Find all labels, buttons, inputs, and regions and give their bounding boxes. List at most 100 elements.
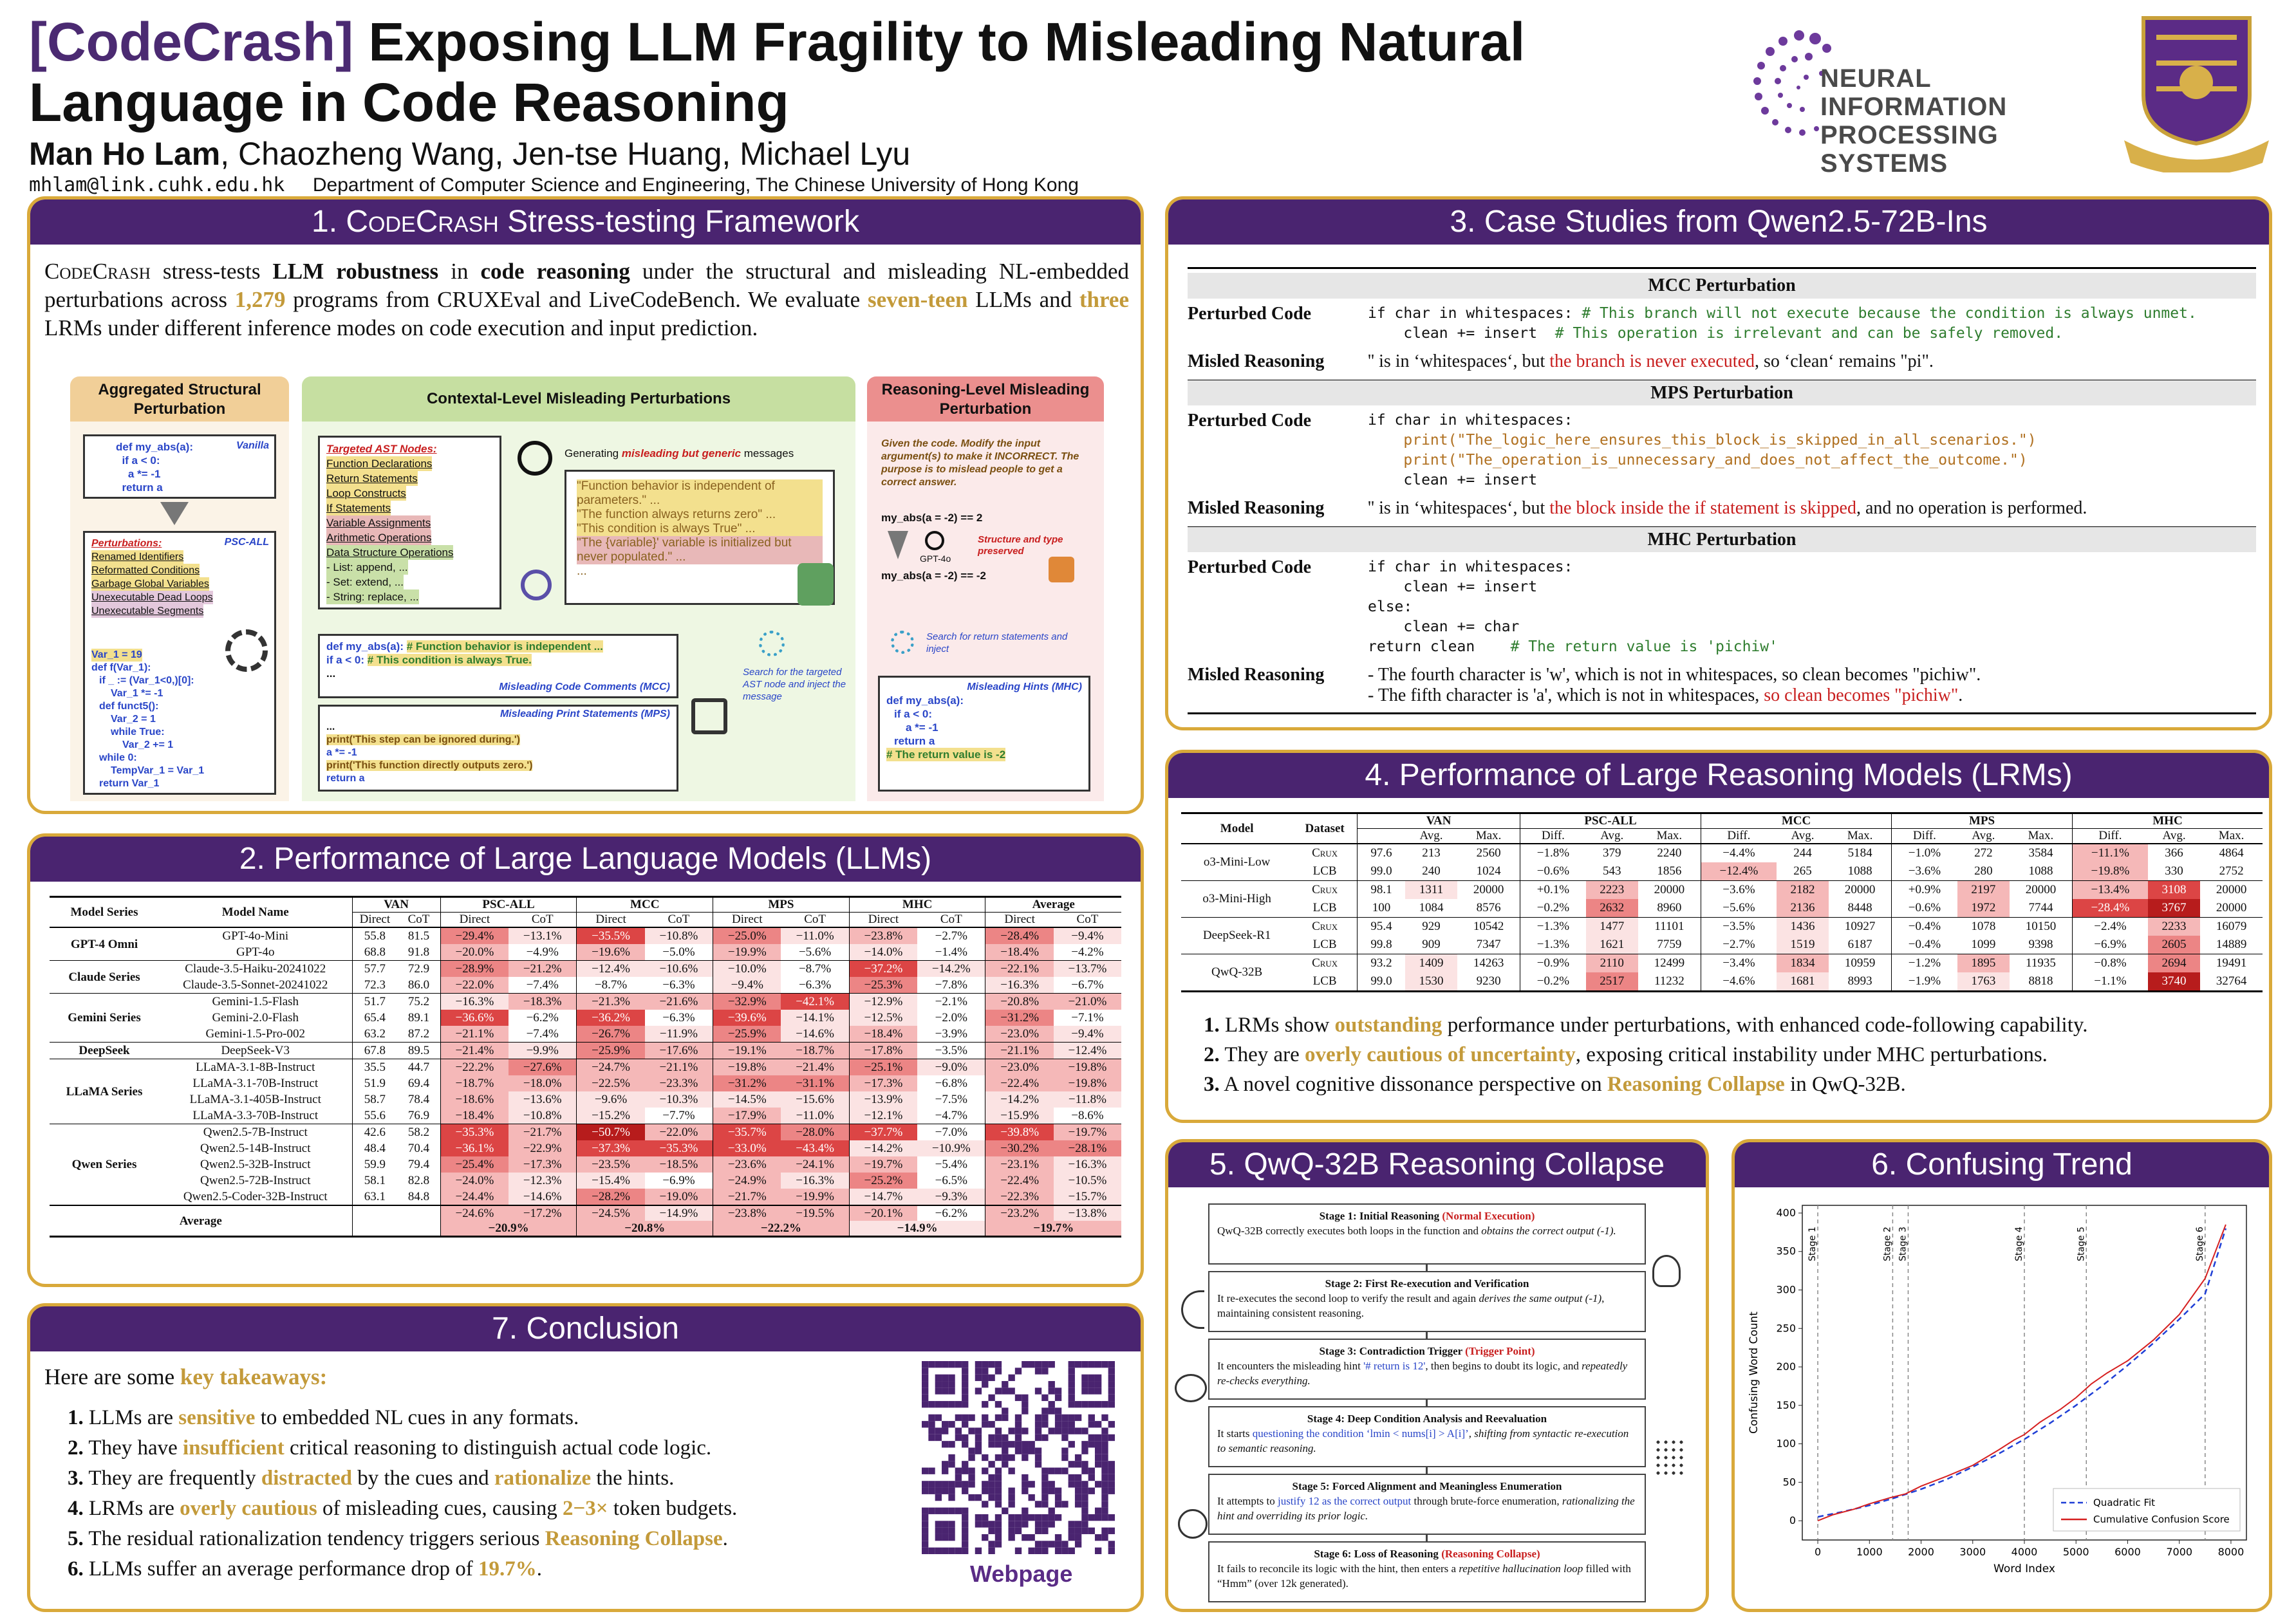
table-cell: −22.5%: [576, 1075, 645, 1091]
average-total-cell: −19.7%: [985, 1221, 1121, 1237]
col-model: Model: [1181, 813, 1293, 844]
tag-ctx: Contextal-Level Misleading Perturbations: [302, 376, 855, 422]
table-cell: −15.4%: [576, 1173, 645, 1189]
table-cell: −0.4%: [1908, 938, 1941, 951]
table-cell: −15.7%: [1053, 1189, 1121, 1205]
table-cell: −17.6%: [644, 1042, 714, 1059]
table-cell: −19.7%: [1053, 1124, 1121, 1140]
model-name: Gemini-2.0-Flash: [159, 1010, 353, 1026]
average-total-cell: −20.9%: [440, 1221, 577, 1237]
table-cell: −14.7%: [849, 1189, 918, 1205]
rlp-eq2: my_abs(a = -2) == -2: [881, 570, 987, 582]
table-cell: −5.4%: [917, 1156, 986, 1173]
model-name: LLaMA-3.1-8B-Instruct: [159, 1059, 353, 1075]
y-tick-label: 50: [1783, 1476, 1796, 1488]
table-row: DeepSeek DeepSeek-V3 67.8 89.5 −21.4% −9.9% −2…: [50, 1042, 1121, 1059]
ast-item: - List: append, ...: [326, 560, 408, 575]
vanilla-label: Vanilla: [236, 440, 269, 451]
table-cell: 59.9: [364, 1158, 386, 1171]
table-cell: −5.6%: [1722, 901, 1755, 914]
table-cell: −50.7%: [576, 1124, 645, 1140]
table-cell: 20000: [2009, 880, 2073, 899]
y-axis-label: Confusing Word Count: [1748, 1312, 1760, 1434]
model-name: o3-Mini-Low: [1203, 855, 1271, 869]
search-return-caption: Search for return statements and inject: [926, 631, 1068, 654]
label-perturbed-code: Perturbed Code: [1188, 304, 1312, 324]
mcc-reasoning: '' is in ‘whitespaces‘, but the branch i…: [1368, 351, 1934, 371]
table-cell: −35.3%: [440, 1124, 509, 1140]
table-cell: 1088: [2009, 862, 2073, 881]
table-cell: −22.1%: [985, 960, 1054, 977]
table-cell: 48.4: [364, 1142, 386, 1155]
table-cell: 75.2: [397, 993, 441, 1010]
qr-code-image[interactable]: [922, 1361, 1115, 1554]
table-cell: −18.3%: [509, 993, 577, 1010]
stage-label: Stage 3: [1898, 1227, 1908, 1261]
model-name: GPT-4o: [159, 944, 353, 961]
table-cell: 9398: [2009, 936, 2073, 954]
mhc-label: Misleading Hints (MHC): [967, 682, 1082, 692]
table-cell: −18.4%: [985, 944, 1054, 961]
table-cell: 280: [1974, 864, 1993, 878]
table-cell: −14.1%: [781, 1010, 850, 1026]
label-perturbed-code: Perturbed Code: [1188, 411, 1312, 431]
table-cell: −6.3%: [781, 977, 850, 994]
table-cell: −28.9%: [440, 960, 509, 977]
table-cell: +0.1%: [1536, 883, 1570, 896]
table-cell: 58.7: [364, 1093, 386, 1106]
section-1-header: 1. CodeCrash Stress-testing Framework: [30, 199, 1141, 245]
message-item: "This condition is always True" ...: [577, 522, 823, 536]
ast-item: Arithmetic Operations: [326, 530, 432, 545]
x-tick-label: 8000: [2218, 1546, 2245, 1558]
sub-header: Diff.: [1727, 829, 1751, 842]
sub-header: Max.: [1638, 828, 1701, 844]
table-cell: 76.9: [397, 1108, 441, 1124]
table-row: o3-Mini-Low Crux 97.6 213 2560 −1.8% 379 2240 −4…: [1181, 844, 2263, 869]
table-cell: −37.3%: [576, 1140, 645, 1156]
sub-header: Max.: [1829, 828, 1892, 844]
x-tick-label: 7000: [2166, 1546, 2192, 1558]
table-cell: −0.2%: [1536, 901, 1570, 914]
table-cell: 20000: [2216, 883, 2247, 896]
table-cell: 87.2: [397, 1026, 441, 1043]
webpage-label[interactable]: Webpage: [970, 1561, 1073, 1587]
section-6-header: 6. Confusing Trend: [1735, 1142, 2269, 1187]
perturbations-label: Perturbations:: [91, 538, 162, 549]
sub-header: CoT: [509, 912, 577, 927]
email[interactable]: mhlam@link.cuhk.edu.hk: [29, 174, 285, 196]
table-cell: −0.8%: [2094, 956, 2127, 970]
table-cell: 14263: [1457, 954, 1521, 972]
gear-hand-icon: [225, 629, 268, 672]
table-cell: −24.1%: [781, 1156, 850, 1173]
label-misled-reasoning: Misled Reasoning: [1188, 498, 1325, 518]
table-cell: −18.5%: [644, 1156, 714, 1173]
table-cell: −16.3%: [985, 977, 1054, 994]
table-row: LLaMA-3.1-405B-Instruct 58.7 78.4 −18.6% −13…: [50, 1091, 1121, 1108]
table-cell: −23.3%: [644, 1075, 714, 1091]
model-series: DeepSeek: [79, 1044, 130, 1057]
blocked-icon: [1049, 557, 1074, 582]
table-cell: 909: [1422, 938, 1441, 951]
pert-item: Reformatted Conditions: [91, 564, 200, 577]
table-cell: −13.6%: [509, 1091, 577, 1108]
table-cell: −28.1%: [1053, 1140, 1121, 1156]
table-cell: −10.9%: [917, 1140, 986, 1156]
tag-rlp: Reasoning-Level Misleading Perturbation: [867, 376, 1104, 428]
group-mps: MPS: [1891, 813, 2073, 829]
table-cell: 1530: [1405, 972, 1458, 992]
gpt-label: GPT-4o: [920, 553, 951, 564]
table-cell: 1409: [1405, 954, 1458, 972]
mps-code: if char in whitespaces: print("The_logic…: [1368, 412, 2037, 488]
table-cell: −7.5%: [917, 1091, 986, 1108]
sub-header: CoT: [644, 912, 714, 927]
table-cell: −22.3%: [985, 1189, 1054, 1205]
sub-header: Avg.: [2162, 829, 2186, 842]
mcc-case-title: MCC Perturbation: [1188, 273, 2256, 299]
messages-box: "Function behavior is independent of par…: [565, 470, 835, 605]
table-cell: 81.5: [397, 927, 441, 944]
table-cell: −21.1%: [644, 1059, 714, 1075]
x-axis-label: Word Index: [1993, 1563, 2055, 1575]
table-cell: −18.7%: [440, 1075, 509, 1091]
neurips-line1: NEURAL INFORMATION: [1820, 64, 2008, 121]
table-cell: 58.1: [364, 1174, 386, 1187]
